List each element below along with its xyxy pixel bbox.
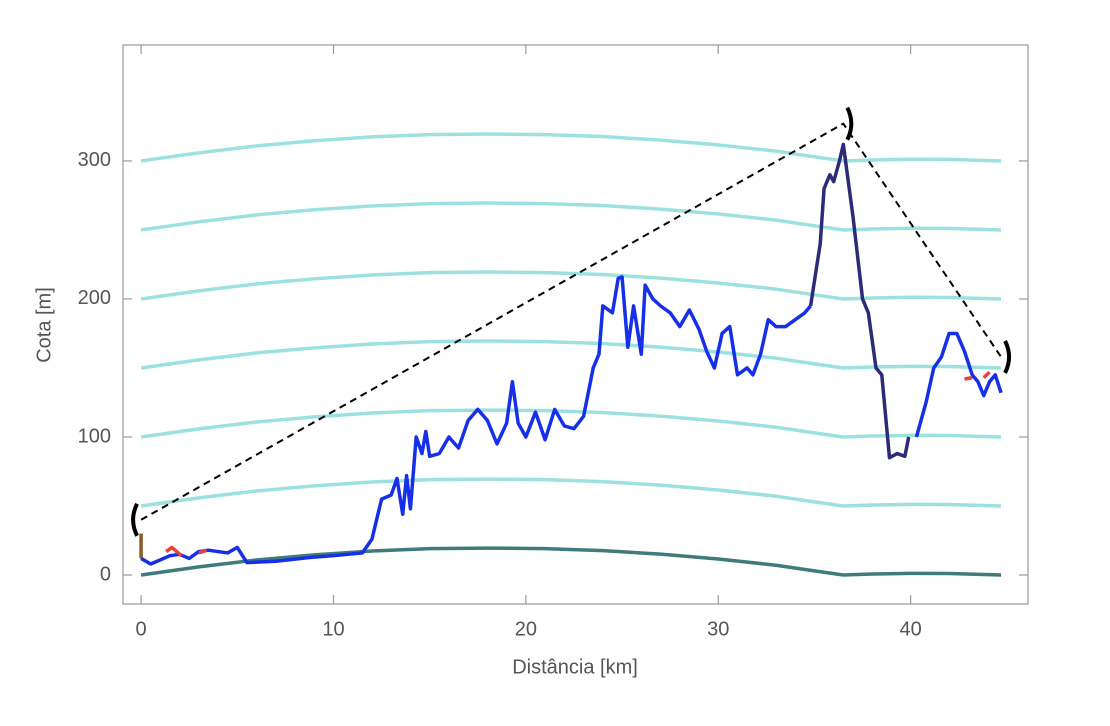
sight-line bbox=[140, 122, 1002, 521]
plot-frame bbox=[122, 44, 1029, 605]
series-line bbox=[140, 201, 1002, 232]
series-line bbox=[140, 339, 1002, 370]
series-line bbox=[165, 370, 991, 558]
series-line bbox=[140, 132, 1002, 163]
y-tick-label: 100 bbox=[78, 425, 111, 447]
x-tick-label: 10 bbox=[322, 618, 344, 640]
series-line bbox=[808, 142, 911, 460]
y-tick-label: 300 bbox=[78, 149, 111, 171]
series-line bbox=[140, 477, 1002, 508]
y-tick-label: 200 bbox=[78, 287, 111, 309]
series-line bbox=[140, 270, 1002, 301]
antenna-marker bbox=[1003, 340, 1012, 374]
x-tick-label: 20 bbox=[515, 618, 537, 640]
x-tick-label: 30 bbox=[707, 618, 729, 640]
series-line bbox=[140, 275, 1003, 566]
y-tick-label: 0 bbox=[100, 563, 111, 585]
series-line bbox=[140, 408, 1002, 439]
y-axis-label: Cota [m] bbox=[33, 287, 55, 363]
antenna-marker bbox=[131, 502, 139, 537]
x-tick-label: 40 bbox=[900, 618, 922, 640]
x-tick-label: 0 bbox=[136, 618, 147, 640]
antenna-marker bbox=[845, 106, 854, 141]
x-axis-label: Distância [km] bbox=[512, 656, 638, 678]
series-line bbox=[140, 546, 1002, 577]
